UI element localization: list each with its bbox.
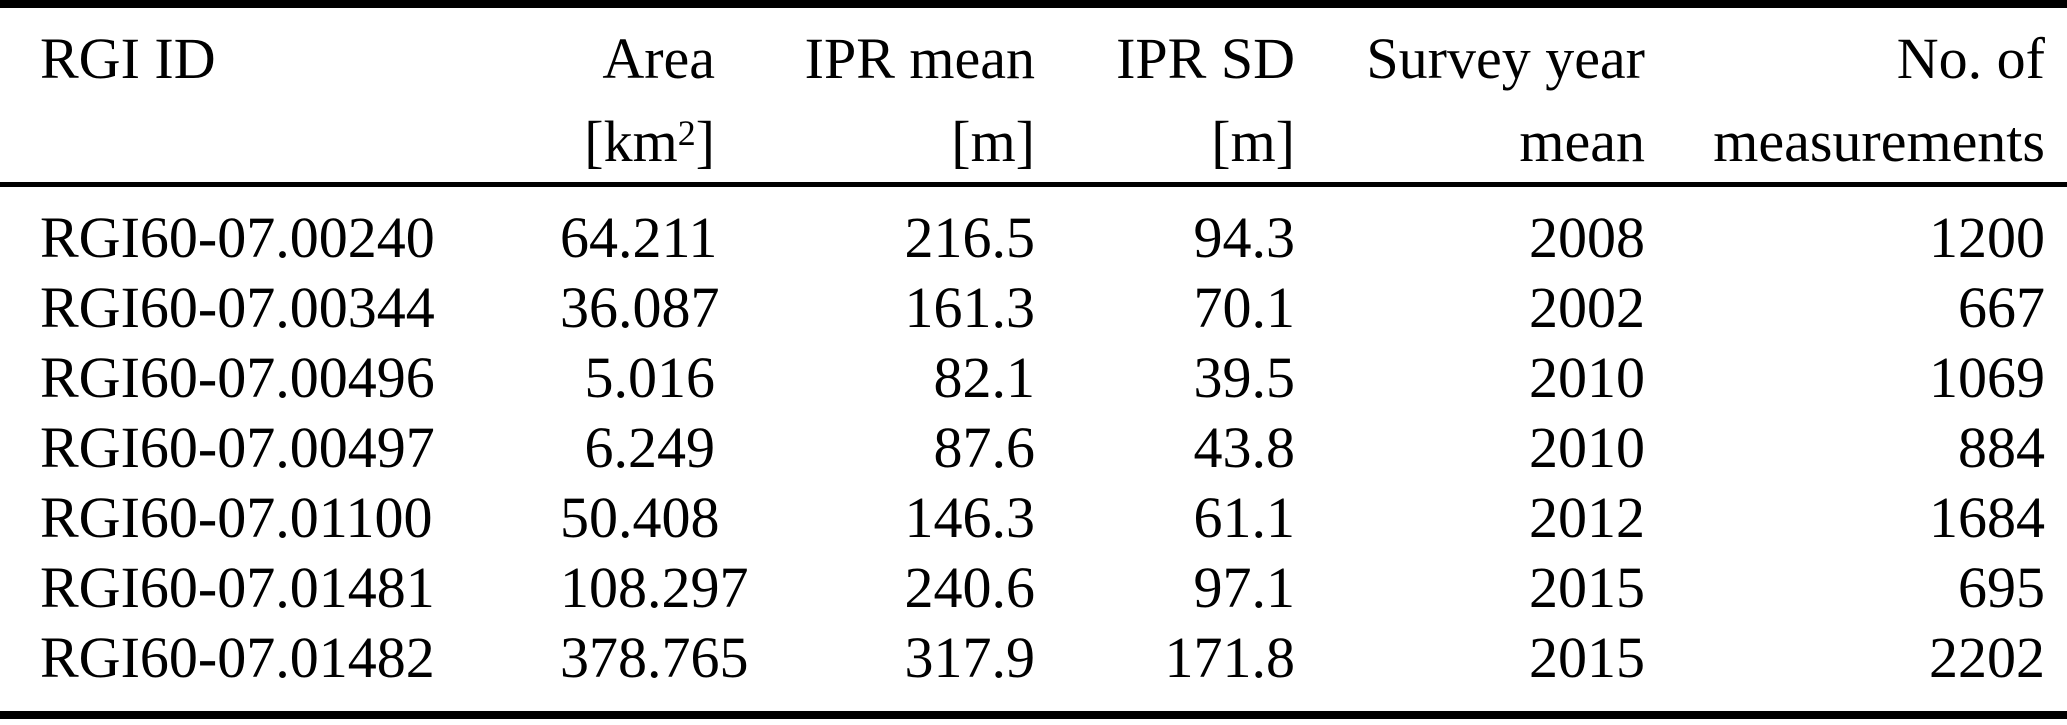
table-cell-ipr-sd: 43.8	[1193, 415, 1296, 480]
table-cell-n-measurements: 1200	[1929, 205, 2045, 270]
table-bottom-rule	[0, 711, 2067, 719]
table-cell-area: 5.016	[584, 345, 716, 410]
table-cell-rgi-id: RGI60-07.01481	[40, 555, 435, 620]
table-cell-ipr-mean: 146.3	[904, 485, 1036, 550]
column-header-ipr-sd: IPR SD [m]	[1035, 8, 1295, 182]
table-cell-area: 64.211	[560, 205, 718, 270]
column-header-area: Area [km2]	[560, 8, 715, 182]
table-cell-area: 6.249	[584, 415, 716, 480]
table-cell-area: 50.408	[560, 485, 720, 550]
column-header-n-measurements: No. of measurements	[1645, 8, 2067, 182]
header-line2: mean	[1519, 109, 1645, 174]
table-row: RGI60-07.00344 36.087 161.3 70.1 2002 667	[0, 273, 2067, 343]
table-body: RGI60-07.00240 64.211 216.5 94.3 2008 1200 RGI…	[0, 203, 2067, 693]
unit-superscript: 2	[677, 112, 696, 153]
header-line1: No. of	[1896, 26, 2045, 91]
table-cell-rgi-id: RGI60-07.00344	[40, 275, 435, 340]
table-cell-n-measurements: 667	[1958, 275, 2045, 340]
column-header-ipr-mean: IPR mean [m]	[715, 8, 1035, 182]
table-cell-ipr-mean: 82.1	[933, 345, 1036, 410]
table-cell-survey-year: 2015	[1529, 555, 1645, 620]
table-cell-ipr-mean: 87.6	[933, 415, 1036, 480]
table-cell-ipr-sd: 70.1	[1193, 275, 1296, 340]
table-cell-ipr-sd: 97.1	[1193, 555, 1296, 620]
table-cell-rgi-id: RGI60-07.01100	[40, 485, 433, 550]
table-cell-ipr-mean: 216.5	[904, 205, 1036, 270]
unit-post: ]	[695, 109, 715, 174]
header-line1: RGI ID	[40, 26, 216, 91]
table-cell-rgi-id: RGI60-07.00496	[40, 345, 435, 410]
glacier-table-body: RGI60-07.00240 64.211 216.5 94.3 2008 1200 RGI…	[0, 203, 2067, 693]
table-row: RGI60-07.01482 378.765 317.9 171.8 2015 2202	[0, 623, 2067, 693]
table-cell-n-measurements: 695	[1958, 555, 2045, 620]
table-row: RGI60-07.00497 6.249 87.6 43.8 2010 884	[0, 413, 2067, 483]
header-line1: IPR mean	[804, 26, 1035, 91]
table-cell-n-measurements: 884	[1958, 415, 2045, 480]
column-header-rgi-id: RGI ID	[0, 8, 560, 182]
header-line1: IPR SD	[1116, 26, 1295, 91]
header-row: RGI ID Area [km2] IPR mean [m] IPR SD [m…	[0, 8, 2067, 182]
table-row: RGI60-07.00240 64.211 216.5 94.3 2008 1200	[0, 203, 2067, 273]
header-line1: Survey year	[1366, 26, 1645, 91]
table-cell-n-measurements: 1684	[1929, 485, 2045, 550]
table-cell-rgi-id: RGI60-07.00497	[40, 415, 435, 480]
header-line2: [m]	[951, 109, 1035, 174]
table-cell-ipr-sd: 39.5	[1193, 345, 1296, 410]
table-header-rule	[0, 182, 2067, 187]
table-cell-survey-year: 2008	[1529, 205, 1645, 270]
table-cell-ipr-sd: 171.8	[1164, 625, 1296, 690]
table-cell-ipr-sd: 94.3	[1193, 205, 1296, 270]
table-cell-ipr-mean: 240.6	[904, 555, 1036, 620]
table-cell-n-measurements: 2202	[1929, 625, 2045, 690]
table-row: RGI60-07.00496 5.016 82.1 39.5 2010 1069	[0, 343, 2067, 413]
glacier-table-header: RGI ID Area [km2] IPR mean [m] IPR SD [m…	[0, 8, 2067, 182]
header-line2: [m]	[1211, 109, 1295, 174]
header-line2: measurements	[1713, 109, 2045, 174]
table-cell-rgi-id: RGI60-07.00240	[40, 205, 435, 270]
column-header-survey-year: Survey year mean	[1295, 8, 1645, 182]
unit-pre: [km	[584, 109, 678, 174]
table-top-rule	[0, 0, 2067, 8]
table-row: RGI60-07.01100 50.408 146.3 61.1 2012 1684	[0, 483, 2067, 553]
table-cell-ipr-mean: 317.9	[904, 625, 1036, 690]
table-cell-survey-year: 2002	[1529, 275, 1645, 340]
table-cell-ipr-mean: 161.3	[904, 275, 1036, 340]
table-cell-survey-year: 2012	[1529, 485, 1645, 550]
table-cell-area: 108.297	[560, 555, 749, 620]
header-unit-km2: [km2]	[560, 102, 715, 182]
table-cell-survey-year: 2010	[1529, 415, 1645, 480]
table-cell-area: 378.765	[560, 625, 749, 690]
table-cell-ipr-sd: 61.1	[1193, 485, 1296, 550]
table-cell-n-measurements: 1069	[1929, 345, 2045, 410]
table-cell-area: 36.087	[560, 275, 720, 340]
table-cell-survey-year: 2010	[1529, 345, 1645, 410]
table-header: RGI ID Area [km2] IPR mean [m] IPR SD [m…	[0, 8, 2067, 182]
table-cell-survey-year: 2015	[1529, 625, 1645, 690]
table-row: RGI60-07.01481 108.297 240.6 97.1 2015 695	[0, 553, 2067, 623]
header-line1: Area	[602, 26, 715, 91]
table-cell-rgi-id: RGI60-07.01482	[40, 625, 435, 690]
